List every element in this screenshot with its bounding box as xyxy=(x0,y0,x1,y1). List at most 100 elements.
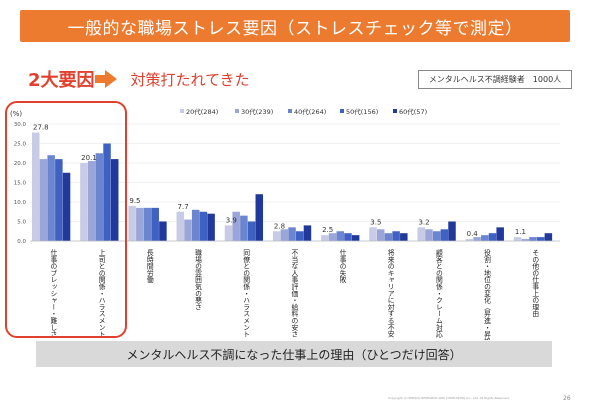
bar xyxy=(184,219,192,241)
legend-entry: 60代(57) xyxy=(399,107,427,116)
x-tick-label: 仕事の失敗 xyxy=(338,248,346,284)
bar-chart: (%) 0.0 5.0 10.0 15.0 20.0 25.0 30.0 20代(284) 30代… xyxy=(10,107,560,340)
copyright-text: Copyright (c) PERSOL RESEARCH AND CONSUL… xyxy=(388,396,510,400)
bar xyxy=(240,215,248,241)
data-label: 3.9 xyxy=(226,216,237,224)
bar xyxy=(80,163,88,241)
x-tick-label: 同僚との関係・ハラスメント xyxy=(242,249,250,338)
bar xyxy=(32,132,40,241)
bar xyxy=(207,213,215,241)
bar xyxy=(376,229,385,241)
legend-swatch xyxy=(288,109,292,113)
bar xyxy=(143,207,152,241)
bar xyxy=(351,235,360,241)
bar xyxy=(328,233,337,241)
x-tick-label: 役割・地位の変化（昇進・昇格、配置転換等） xyxy=(483,248,491,340)
bar xyxy=(191,209,200,241)
lead-big-text: 2大要因 xyxy=(28,70,95,91)
bar xyxy=(465,239,474,241)
bar xyxy=(417,227,425,241)
y-tick-label: 10.0 xyxy=(14,200,27,206)
bar xyxy=(344,233,352,241)
bar xyxy=(296,231,304,241)
bar xyxy=(128,205,136,241)
bar xyxy=(521,239,530,241)
bar xyxy=(136,207,144,241)
legend-entry: 50代(156) xyxy=(346,107,378,116)
bar xyxy=(255,194,264,241)
legend-entry: 30代(239) xyxy=(241,107,273,116)
bar xyxy=(544,233,553,241)
y-tick-label: 25.0 xyxy=(14,142,27,148)
data-label: 2.8 xyxy=(274,222,285,230)
bar xyxy=(199,211,208,241)
bar xyxy=(103,143,111,241)
legend-swatch xyxy=(340,109,344,113)
bar xyxy=(39,159,48,241)
data-label: 0.4 xyxy=(467,230,479,238)
x-tick-label: 将来のキャリアに対する不安 xyxy=(386,248,394,339)
data-label: 27.8 xyxy=(33,124,49,132)
bar xyxy=(488,233,497,241)
bar xyxy=(272,231,281,241)
bar xyxy=(440,229,449,241)
bar xyxy=(529,237,537,241)
legend-entry: 40代(264) xyxy=(294,107,326,116)
x-tick-label: 職場の雰囲気の悪さ xyxy=(193,248,201,311)
bar xyxy=(303,225,312,241)
bar xyxy=(95,153,104,241)
bar xyxy=(151,207,159,241)
page-number: 26 xyxy=(563,395,571,402)
x-tick-label: 長時間労働 xyxy=(145,249,153,284)
x-tick-label: 仕事のプレッシャー・難しさ xyxy=(49,248,57,339)
bar xyxy=(224,225,233,241)
bar xyxy=(232,211,240,241)
bar xyxy=(496,227,504,241)
bar xyxy=(481,235,489,241)
bar xyxy=(400,233,408,241)
bar xyxy=(87,161,96,241)
data-label: 7.7 xyxy=(178,203,189,211)
y-tick-label: 0.0 xyxy=(17,239,26,245)
legend-swatch xyxy=(235,109,239,113)
respondents-box: メンタルヘルス不調経験者 1000人 xyxy=(418,70,572,89)
slide-title: 一般的な職場ストレス要因（ストレスチェック等で測定） xyxy=(20,10,570,42)
data-label: 3.2 xyxy=(418,218,429,226)
lead-sub-text: 対策打たれてきた xyxy=(130,70,250,89)
bar xyxy=(247,221,256,241)
y-tick-label: 30.0 xyxy=(14,122,27,128)
chart-caption: メンタルヘルス不調になった仕事上の理由（ひとつだけ回答） xyxy=(36,341,552,367)
data-label: 9.5 xyxy=(129,197,140,205)
x-tick-label: 上司との関係・ハラスメント xyxy=(97,248,105,338)
bar xyxy=(288,227,296,241)
bar xyxy=(62,172,71,241)
legend-swatch xyxy=(393,109,397,113)
respondents-text: メンタルヘルス不調経験者 1000人 xyxy=(428,75,562,84)
bar xyxy=(47,155,55,241)
bar xyxy=(432,231,441,241)
legend-entry: 20代(284) xyxy=(186,107,218,116)
y-tick-label: 15.0 xyxy=(14,181,27,187)
bar xyxy=(369,227,377,241)
bar xyxy=(176,211,185,241)
y-axis-label: (%) xyxy=(10,110,22,118)
bar xyxy=(159,221,167,241)
bar xyxy=(473,237,481,241)
x-tick-label: 顧客との関係・クレーム対応 xyxy=(434,248,442,339)
bar xyxy=(513,237,522,241)
bar xyxy=(536,237,545,241)
data-label: 2.5 xyxy=(322,226,333,234)
bar xyxy=(384,233,393,241)
bar xyxy=(392,231,400,241)
y-tick-label: 20.0 xyxy=(14,161,27,167)
y-tick-label: 5.0 xyxy=(17,220,26,226)
x-tick-label: 不当な人事評価・給料の安さ xyxy=(290,249,298,339)
data-label: 3.5 xyxy=(370,218,381,226)
bar xyxy=(280,229,289,241)
chart-caption-text: メンタルヘルス不調になった仕事上の理由（ひとつだけ回答） xyxy=(126,347,462,362)
bar xyxy=(425,229,433,241)
bar xyxy=(321,235,329,241)
data-label: 20.1 xyxy=(81,154,97,162)
bar xyxy=(55,159,63,241)
bar xyxy=(110,159,119,241)
